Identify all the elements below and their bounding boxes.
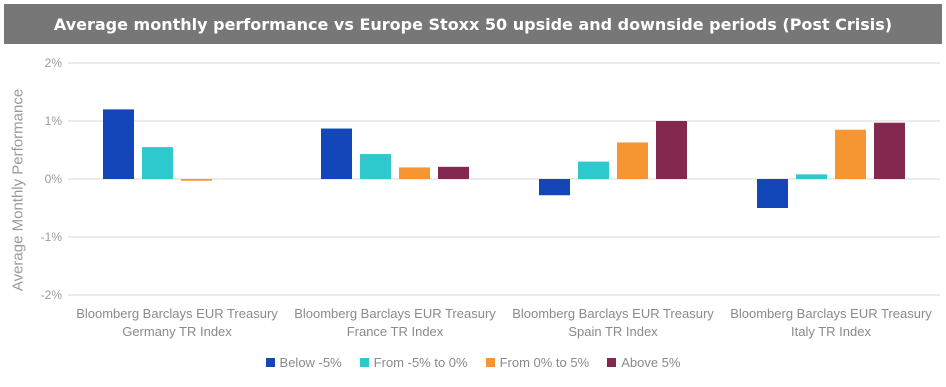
bar <box>321 128 352 179</box>
bar <box>578 161 609 179</box>
legend-label: From 0% to 5% <box>499 355 590 370</box>
legend-item: Above 5% <box>607 355 680 370</box>
bar <box>539 179 570 196</box>
legend-swatch <box>607 358 617 367</box>
bar <box>874 122 905 179</box>
chart-title: Average monthly performance vs Europe St… <box>53 14 893 34</box>
legend-label: Above 5% <box>621 355 681 370</box>
bar <box>438 166 469 179</box>
bar <box>835 129 866 179</box>
x-category-label: Bloomberg Barclays EUR Treasury <box>76 306 278 321</box>
bar <box>142 147 173 179</box>
legend-item: Below -5% <box>265 355 342 370</box>
x-category-label: Spain TR Index <box>568 324 658 339</box>
x-category-label: Bloomberg Barclays EUR Treasury <box>512 306 714 321</box>
legend-swatch <box>265 358 275 367</box>
legend-swatch <box>485 358 495 367</box>
y-tick-label: -1% <box>41 230 63 244</box>
legend-item: From -5% to 0% <box>359 355 468 370</box>
bar <box>757 179 788 208</box>
legend: Below -5% From -5% to 0% From 0% to 5% Abov… <box>0 355 946 370</box>
bar <box>656 121 687 179</box>
legend-label: Below -5% <box>279 355 342 370</box>
bar <box>103 109 134 179</box>
x-category-label: Italy TR Index <box>791 324 871 339</box>
x-category-label: Bloomberg Barclays EUR Treasury <box>730 306 932 321</box>
y-tick-label: 1% <box>45 114 63 128</box>
legend-swatch <box>359 358 369 367</box>
x-category-label: Germany TR Index <box>122 324 232 339</box>
x-category-label: Bloomberg Barclays EUR Treasury <box>294 306 496 321</box>
y-tick-label: 2% <box>45 56 63 70</box>
bar <box>181 179 212 181</box>
y-tick-label: 0% <box>45 172 63 186</box>
y-tick-label: -2% <box>41 288 63 302</box>
legend-label: From -5% to 0% <box>373 355 468 370</box>
bar <box>796 174 827 179</box>
bar <box>360 154 391 179</box>
x-category-label: France TR Index <box>347 324 444 339</box>
legend-item: From 0% to 5% <box>485 355 590 370</box>
bar <box>617 142 648 179</box>
bar <box>399 167 430 179</box>
chart-title-bar: Average monthly performance vs Europe St… <box>4 4 942 44</box>
